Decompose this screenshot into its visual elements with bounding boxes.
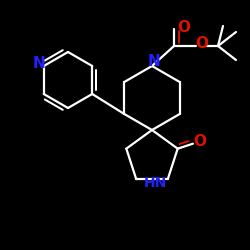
- Text: HN: HN: [144, 176, 168, 190]
- Text: O: O: [178, 20, 190, 36]
- Text: O: O: [193, 134, 206, 149]
- Text: N: N: [32, 56, 45, 72]
- Text: N: N: [148, 54, 160, 68]
- Text: O: O: [196, 36, 208, 52]
